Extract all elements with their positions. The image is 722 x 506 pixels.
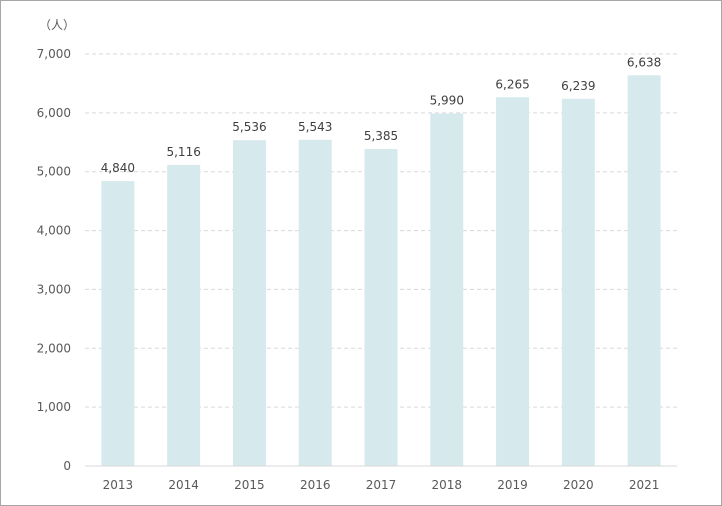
- x-tick-label-2019: 2019: [497, 478, 528, 492]
- bars: [101, 75, 661, 467]
- bar-2016: [298, 139, 332, 466]
- data-label-2017: 5,385: [364, 129, 398, 143]
- data-label-2016: 5,543: [298, 120, 332, 134]
- y-axis-unit-label: （人）: [39, 18, 75, 32]
- data-label-2015: 5,536: [232, 120, 266, 134]
- x-tick-label-2015: 2015: [234, 478, 265, 492]
- y-tick-label: 3,000: [37, 282, 71, 296]
- x-tick-label-2013: 2013: [103, 478, 134, 492]
- x-axis-ticks: 2013 2014 2015 2016 2017 2018 2019 2020 2021: [103, 478, 660, 492]
- y-tick-label: 0: [63, 459, 71, 473]
- data-label-2018: 5,990: [430, 93, 464, 107]
- y-tick-label: 4,000: [37, 224, 71, 238]
- bar-2017: [364, 149, 398, 466]
- x-tick-label-2014: 2014: [168, 478, 199, 492]
- x-tick-label-2018: 2018: [432, 478, 463, 492]
- x-tick-label-2017: 2017: [366, 478, 397, 492]
- y-tick-label: 6,000: [37, 106, 71, 120]
- y-tick-label: 5,000: [37, 165, 71, 179]
- bar-2020: [561, 98, 595, 466]
- y-axis-ticks: 0 1,000 2,000 3,000 4,000 5,000 6,000 7,000: [37, 47, 71, 473]
- bar-2014: [167, 164, 201, 467]
- bar-2019: [496, 97, 530, 466]
- y-tick-label: 1,000: [37, 400, 71, 414]
- x-tick-label-2016: 2016: [300, 478, 331, 492]
- bar-2018: [430, 113, 464, 467]
- data-labels: 4,840 5,116 5,536 5,543 5,385 5,990 6,265 6,239…: [101, 55, 662, 175]
- data-label-2021: 6,638: [627, 55, 661, 69]
- data-label-2014: 5,116: [166, 145, 200, 159]
- bar-2013: [101, 181, 135, 467]
- data-label-2013: 4,840: [101, 161, 135, 175]
- x-tick-label-2020: 2020: [563, 478, 594, 492]
- x-tick-label-2021: 2021: [629, 478, 660, 492]
- y-tick-label: 2,000: [37, 341, 71, 355]
- data-label-2020: 6,239: [561, 79, 595, 93]
- bar-2021: [627, 75, 661, 467]
- bar-2015: [232, 140, 266, 466]
- data-label-2019: 6,265: [495, 77, 529, 91]
- y-tick-label: 7,000: [37, 47, 71, 61]
